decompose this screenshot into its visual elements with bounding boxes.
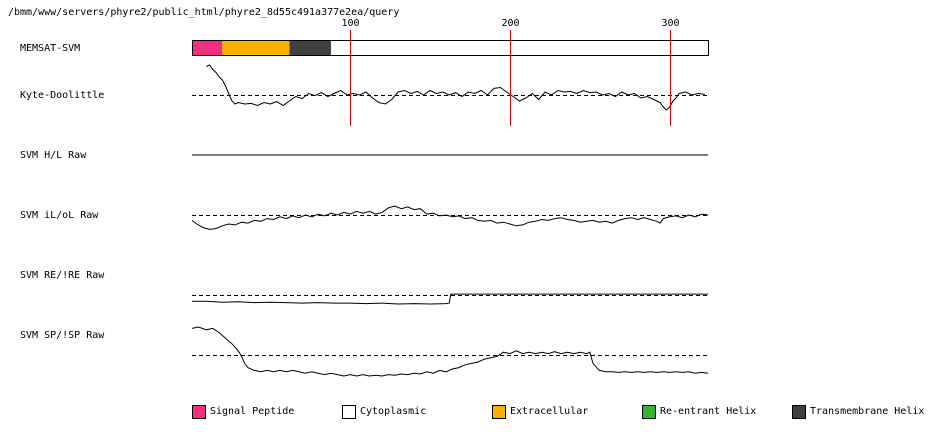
tick-label-200: 200 — [501, 18, 519, 29]
track-label-svm-sp-not-sp-raw: SVM SP/!SP Raw — [20, 330, 105, 341]
legend-swatch-transmembrane-helix — [792, 405, 806, 419]
query-path: /bmm/www/servers/phyre2/public_html/phyr… — [8, 7, 399, 18]
legend-swatch-cytoplasmic — [342, 405, 356, 419]
legend-label: Extracellular — [510, 406, 589, 417]
legend-label: Transmembrane Helix — [810, 406, 925, 417]
legend-swatch-signal-peptide — [192, 405, 206, 419]
memsat-segment-cytoplasmic — [330, 40, 708, 55]
legend: Signal Peptide Cytoplasmic Extracellular… — [0, 404, 950, 422]
legend-label: Cytoplasmic — [360, 406, 427, 417]
track-label-svm-il-ol-raw: SVM iL/oL Raw — [20, 210, 99, 221]
memsat-segment-transmembrane-helix — [289, 40, 331, 55]
track-label-memsat-svm: MEMSAT-SVM — [20, 43, 80, 54]
tick-label-100: 100 — [341, 18, 359, 29]
legend-swatch-re-entrant-helix — [642, 405, 656, 419]
memsat-bar-outline — [192, 40, 709, 56]
tick-label-300: 300 — [661, 18, 679, 29]
legend-item-re-entrant-helix: Re-entrant Helix — [642, 404, 756, 420]
trace-svm-re-re-raw — [192, 293, 708, 305]
sequence-position-ticks: 100 200 300 — [341, 18, 679, 29]
legend-item-signal-peptide: Signal Peptide — [192, 404, 294, 420]
track-label-svm-re-not-re-raw: SVM RE/!RE Raw — [20, 270, 105, 281]
legend-label: Signal Peptide — [210, 406, 295, 417]
memsat-segment-signal-peptide — [192, 40, 223, 55]
legend-item-cytoplasmic: Cytoplasmic — [342, 404, 426, 420]
hydropathy-and-svm-traces — [191, 64, 709, 377]
legend-item-transmembrane-helix: Transmembrane Helix — [792, 404, 924, 420]
track-label-kyte-doolittle: Kyte-Doolittle — [20, 90, 104, 101]
track-label-svm-hl-raw: SVM H/L Raw — [20, 150, 87, 161]
trace-svm-il-ol-raw — [191, 205, 709, 230]
legend-label: Re-entrant Helix — [660, 406, 757, 417]
trace-kyte-doolittle — [206, 64, 705, 111]
memsat-segment-extracellular — [222, 40, 290, 55]
legend-item-extracellular: Extracellular — [492, 404, 588, 420]
legend-swatch-extracellular — [492, 405, 506, 419]
memsat-topology-bar — [192, 40, 709, 56]
position-marker-lines — [350, 30, 671, 126]
trace-svm-sp-sp-raw — [191, 326, 709, 377]
